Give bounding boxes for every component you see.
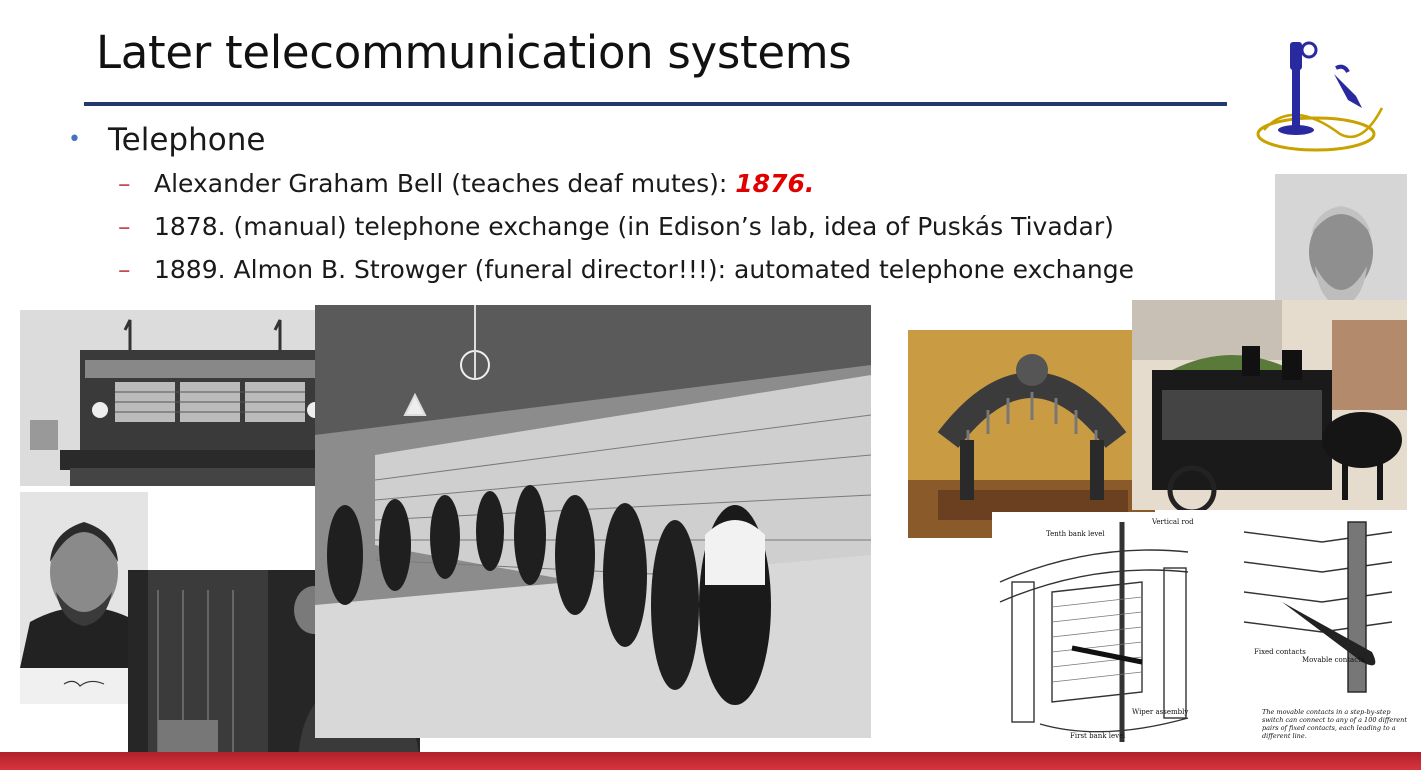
subbullet-strowger: – 1889. Almon B. Strowger (funeral direc… [68,248,1134,291]
subbullet-bell: – Alexander Graham Bell (teaches deaf mu… [68,162,1134,205]
footer-bar [0,752,1421,770]
subbullet-dash: – [118,255,131,284]
year-highlight: 1876. [735,169,815,198]
candlestick-telephone-icon [1252,38,1390,156]
label-fixed-contacts: Fixed contacts [1254,648,1306,656]
label-first-bank-level: First bank level [1070,732,1126,740]
hearse-carriage-photo [1132,300,1407,510]
label-wiper-assembly: Wiper assembly [1132,708,1188,716]
subbullet-dash: – [118,212,131,241]
label-vertical-rod: Vertical rod [1151,518,1194,526]
bullet-telephone: • Telephone [68,118,1134,162]
exchange-hall-photo [315,305,871,738]
diagram-caption: The movable contacts in a step-by-step s… [1262,708,1407,740]
title-underline [84,102,1227,106]
bullet-text: Telephone [108,122,266,158]
label-movable-contacts: Movable contacts [1302,656,1365,664]
puskas-portrait [20,492,148,704]
switchboard-photo [20,310,373,486]
bullet-dot: • [68,127,81,152]
subbullet-text: 1889. Almon B. Strowger (funeral directo… [154,255,1134,284]
subbullet-text: Alexander Graham Bell (teaches deaf mute… [154,169,736,198]
strowger-switch-photo [908,330,1155,538]
label-tenth-bank-level: Tenth bank level [1046,530,1105,538]
slide-title: Later telecommunication systems [96,26,852,79]
strowger-switch-diagram: Tenth bank level Vertical rod Wiper asse… [992,512,1413,752]
subbullet-text: 1878. (manual) telephone exchange (in Ed… [154,212,1114,241]
subbullet-exchange: – 1878. (manual) telephone exchange (in … [68,205,1134,248]
bullet-list: • Telephone – Alexander Graham Bell (tea… [68,118,1134,291]
subbullet-dash: – [118,169,131,198]
